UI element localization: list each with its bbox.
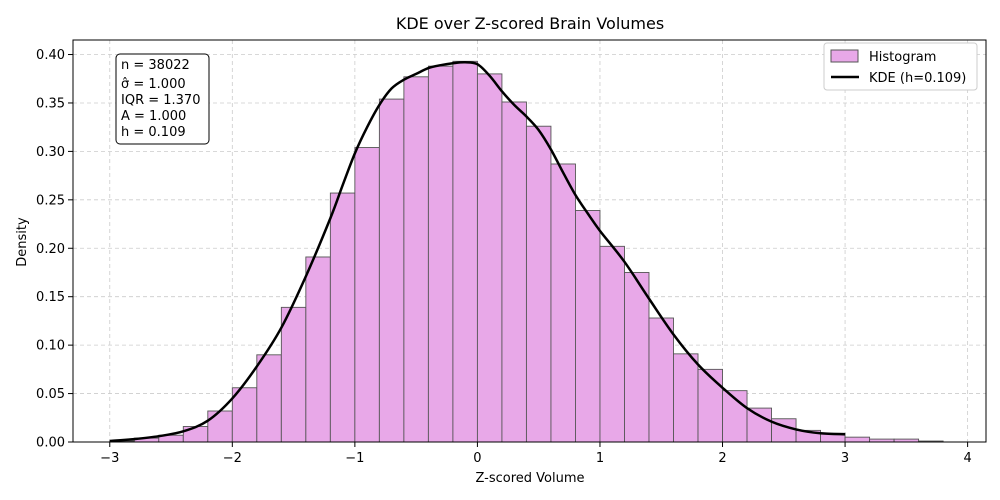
histogram-bar xyxy=(354,147,380,443)
histogram-bar xyxy=(305,256,331,443)
legend-kde-label: KDE (h=0.109) xyxy=(869,71,966,86)
histogram-bars xyxy=(109,60,944,443)
x-tick-label: −1 xyxy=(345,451,364,466)
histogram-bar xyxy=(648,317,674,443)
y-tick-label: 0.25 xyxy=(36,193,65,208)
histogram-bar xyxy=(403,76,429,443)
histogram-bar xyxy=(575,210,601,443)
histogram-bar xyxy=(207,410,233,443)
histogram-bar xyxy=(280,306,307,443)
x-tick-label: 2 xyxy=(718,451,726,466)
x-axis-label: Z-scored Volume xyxy=(475,471,584,486)
x-tick-label: −3 xyxy=(100,451,119,466)
histogram-bar xyxy=(673,353,699,443)
y-tick-label: 0.15 xyxy=(36,290,65,305)
histogram-bar xyxy=(329,192,356,443)
histogram-bar xyxy=(525,125,552,443)
histogram-bar xyxy=(624,272,650,443)
plot-frame xyxy=(72,39,987,443)
stats-box: n = 38022 σ̂ = 1.000 IQR = 1.370 A = 1.0… xyxy=(115,53,210,145)
x-tick-label: 0 xyxy=(473,451,481,466)
y-axis-ticks: 0.00 0.05 0.10 0.15 0.20 0.25 0.30 0.35 0.40 xyxy=(36,48,73,451)
histogram-bar xyxy=(256,354,282,443)
legend-frame xyxy=(823,42,978,91)
y-tick-label: 0.40 xyxy=(36,48,65,63)
histogram-bar xyxy=(746,407,772,443)
histogram-bar xyxy=(599,245,625,443)
histogram-bar xyxy=(844,436,871,443)
x-tick-label: 1 xyxy=(596,451,604,466)
stats-sigma: σ̂ = 1.000 xyxy=(121,77,186,92)
histogram-bar xyxy=(697,368,723,443)
stats-box-frame xyxy=(115,53,210,145)
y-tick-label: 0.05 xyxy=(36,387,65,402)
kde-line xyxy=(109,61,846,443)
histogram-bar xyxy=(550,163,576,443)
x-tick-label: 3 xyxy=(841,451,849,466)
histogram-bar xyxy=(452,60,478,443)
legend-histogram-label: Histogram xyxy=(869,50,936,65)
y-tick-label: 0.20 xyxy=(36,242,65,257)
stats-iqr: IQR = 1.370 xyxy=(121,93,200,108)
histogram-bar xyxy=(476,73,503,443)
stats-n: n = 38022 xyxy=(121,58,190,73)
y-tick-label: 0.30 xyxy=(36,145,65,160)
y-tick-label: 0.35 xyxy=(36,96,65,111)
stats-h: h = 0.109 xyxy=(121,125,186,140)
y-axis-label: Density xyxy=(15,217,30,267)
histogram-bar xyxy=(427,65,454,443)
legend: Histogram KDE (h=0.109) xyxy=(823,42,978,91)
histogram-bar xyxy=(501,101,527,443)
chart-title: KDE over Z-scored Brain Volumes xyxy=(396,14,664,33)
y-tick-label: 0.00 xyxy=(36,436,65,451)
x-tick-label: −2 xyxy=(223,451,242,466)
x-tick-label: 4 xyxy=(963,451,971,466)
y-tick-label: 0.10 xyxy=(36,339,65,354)
histogram-bar xyxy=(378,98,405,443)
x-axis-ticks: −3 −2 −1 0 1 2 3 4 xyxy=(100,442,972,466)
stats-a: A = 1.000 xyxy=(121,109,186,124)
legend-histogram-swatch xyxy=(830,49,859,63)
